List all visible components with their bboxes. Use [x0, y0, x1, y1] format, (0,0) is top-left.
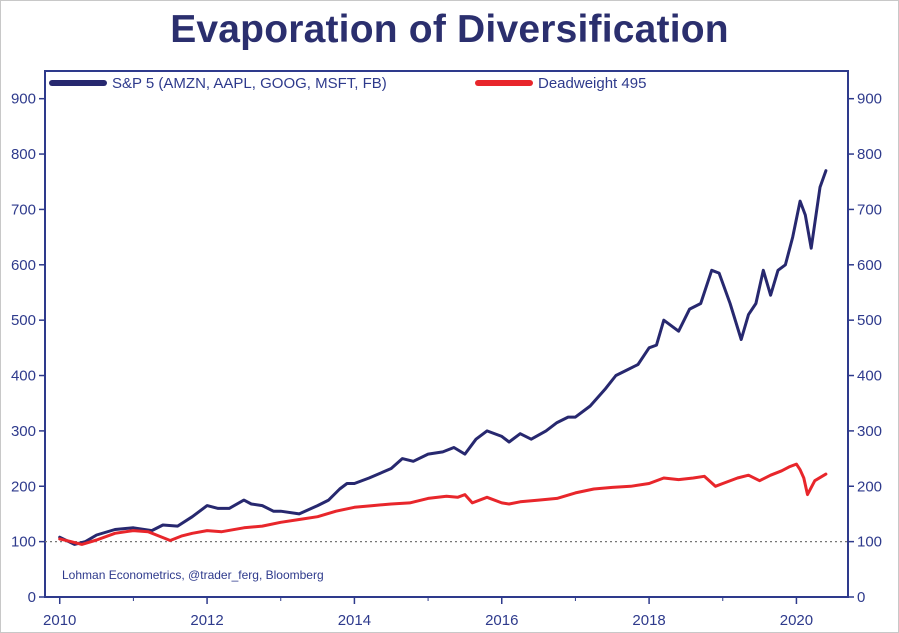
series-line-deadweight — [58, 462, 828, 546]
y-tick-label-right: 600 — [857, 257, 882, 274]
x-tick-label: 2018 — [632, 612, 665, 629]
y-tick-label-right: 500 — [857, 312, 882, 329]
x-tick-label: 2016 — [485, 612, 518, 629]
y-tick-label-left: 800 — [11, 146, 36, 163]
y-tick-label-left: 400 — [11, 368, 36, 385]
x-tick-label: 2012 — [190, 612, 223, 629]
y-tick-label-left: 0 — [28, 589, 36, 606]
x-tick-label: 2020 — [780, 612, 813, 629]
y-tick-label-right: 0 — [857, 589, 865, 606]
y-tick-label-right: 100 — [857, 534, 882, 551]
y-tick-label-right: 700 — [857, 201, 882, 218]
axes — [44, 70, 849, 598]
ticks: 0 0 100 100 200 200 300 300 400 400 500 500 600 600 70… — [11, 91, 882, 629]
series-line-sp5 — [58, 169, 828, 546]
x-tick-label: 2010 — [43, 612, 76, 629]
source-note: Lohman Econometrics, @trader_ferg, Bloom… — [62, 568, 324, 582]
y-tick-label-right: 400 — [857, 368, 882, 385]
y-tick-label-right: 800 — [857, 146, 882, 163]
y-tick-label-left: 100 — [11, 534, 36, 551]
y-tick-label-right: 900 — [857, 91, 882, 108]
plot-area — [45, 169, 848, 546]
x-tick-label: 2014 — [338, 612, 371, 629]
y-tick-label-left: 600 — [11, 257, 36, 274]
legend: S&P 5 (AMZN, AAPL, GOOG, MSFT, FB) Deadwe… — [49, 75, 646, 92]
y-tick-label-left: 900 — [11, 91, 36, 108]
legend-label-deadweight: Deadweight 495 — [538, 75, 646, 92]
chart-title: Evaporation of Diversification — [170, 8, 729, 51]
y-tick-label-left: 300 — [11, 423, 36, 440]
legend-label-sp5: S&P 5 (AMZN, AAPL, GOOG, MSFT, FB) — [112, 75, 387, 92]
y-tick-label-left: 700 — [11, 201, 36, 218]
y-tick-label-right: 300 — [857, 423, 882, 440]
y-tick-label-left: 500 — [11, 312, 36, 329]
y-tick-label-right: 200 — [857, 478, 882, 495]
plot-border — [44, 70, 849, 598]
y-tick-label-left: 200 — [11, 478, 36, 495]
